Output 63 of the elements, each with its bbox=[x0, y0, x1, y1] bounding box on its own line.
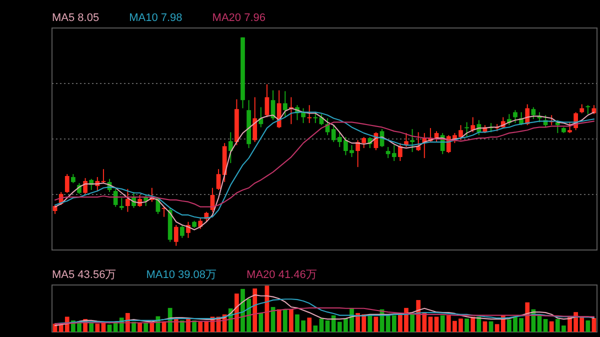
bar bbox=[488, 321, 494, 332]
bar bbox=[258, 313, 264, 332]
bar bbox=[464, 318, 469, 332]
bar bbox=[192, 320, 196, 332]
candlestick bbox=[83, 178, 88, 194]
text: MA10 7.98 bbox=[129, 12, 182, 24]
text: MA20 41.46万 bbox=[246, 269, 317, 281]
candlestick bbox=[216, 168, 221, 190]
candlestick bbox=[252, 96, 258, 143]
candlestick bbox=[113, 188, 118, 208]
bar bbox=[180, 320, 184, 332]
bar bbox=[174, 319, 178, 332]
bar bbox=[428, 316, 433, 332]
candlestick bbox=[276, 90, 282, 129]
bar bbox=[368, 316, 372, 332]
bar bbox=[543, 319, 548, 332]
bar bbox=[470, 316, 476, 332]
bar bbox=[234, 294, 239, 332]
candlestick bbox=[174, 224, 178, 246]
text: MA5 43.56万 bbox=[52, 269, 116, 281]
candlestick bbox=[126, 188, 130, 212]
candlestick bbox=[470, 116, 476, 133]
bar bbox=[289, 309, 294, 332]
text: MA20 7.96 bbox=[212, 12, 266, 24]
bar bbox=[434, 316, 439, 332]
candlestick bbox=[198, 217, 203, 230]
bar bbox=[313, 326, 318, 332]
candlestick bbox=[404, 132, 408, 148]
candlestick bbox=[307, 104, 312, 124]
bar bbox=[307, 318, 312, 332]
candlestick bbox=[264, 84, 270, 118]
text: MA5 8.05 bbox=[52, 12, 100, 24]
candlestick bbox=[64, 174, 70, 194]
candlestick bbox=[531, 106, 536, 120]
bar bbox=[325, 320, 330, 332]
bar bbox=[549, 321, 554, 332]
bar bbox=[586, 320, 590, 332]
candlestick bbox=[513, 110, 518, 124]
bar bbox=[150, 322, 154, 332]
bar bbox=[476, 316, 482, 332]
bar bbox=[282, 309, 288, 332]
candlestick bbox=[398, 142, 402, 162]
candlestick bbox=[568, 122, 572, 134]
bar bbox=[525, 302, 530, 332]
candlestick bbox=[228, 132, 233, 164]
bar bbox=[482, 321, 488, 332]
bar bbox=[592, 318, 596, 332]
candlestick bbox=[180, 224, 184, 238]
candlestick bbox=[282, 90, 288, 118]
bar bbox=[95, 324, 100, 332]
candlestick bbox=[410, 128, 414, 153]
candlestick bbox=[119, 197, 124, 210]
bar bbox=[186, 319, 190, 332]
bar bbox=[107, 324, 112, 332]
bar bbox=[276, 309, 282, 332]
bar bbox=[168, 308, 172, 332]
text: MA10 39.08万 bbox=[146, 269, 217, 281]
candlestick bbox=[464, 122, 469, 138]
bar bbox=[440, 315, 445, 332]
bar bbox=[252, 288, 258, 332]
bar bbox=[319, 318, 324, 332]
bar bbox=[374, 316, 378, 332]
bar bbox=[410, 313, 414, 332]
